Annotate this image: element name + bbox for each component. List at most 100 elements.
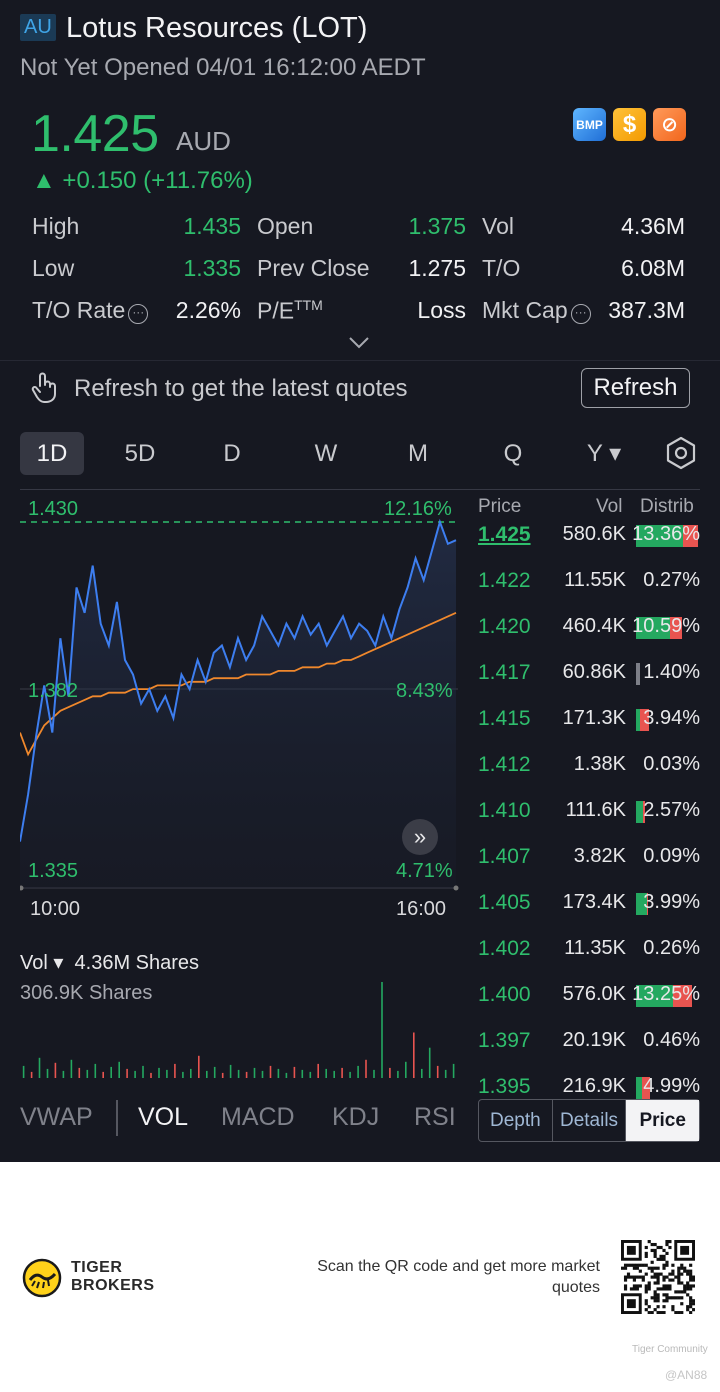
volume-dropdown[interactable]: Vol ▾: [20, 952, 64, 974]
volume-bar: [428, 1047, 431, 1078]
qr-module: [656, 1281, 660, 1285]
more-info-icon[interactable]: ···: [128, 304, 149, 324]
qr-module: [653, 1242, 657, 1247]
volume-bar: [389, 1067, 391, 1078]
tab-details[interactable]: Details: [553, 1100, 627, 1141]
orderbook-row[interactable]: 1.395 216.9K 4.99%: [478, 1073, 700, 1103]
stat-value-turnover: 6.08M: [621, 255, 685, 281]
qr-module: [662, 1266, 666, 1270]
tab-price[interactable]: Price: [626, 1100, 700, 1141]
orderbook-row[interactable]: 1.420 460.4K 10.59%: [478, 613, 700, 643]
orderbook-row[interactable]: 1.400 576.0K 13.25%: [478, 981, 700, 1011]
stat-value-turnover-rate: 2.26%: [175, 297, 241, 323]
qr-module: [689, 1269, 693, 1273]
tab-week[interactable]: W: [314, 439, 338, 467]
volume-bar: [102, 1071, 104, 1078]
orderbook-row[interactable]: 1.417 60.86K 1.40%: [478, 659, 700, 689]
tab-quarter[interactable]: Q: [503, 439, 523, 467]
qr-module: [677, 1311, 681, 1314]
qr-module: [623, 1266, 628, 1270]
volume-header[interactable]: Vol ▾ 4.36M Shares: [20, 950, 199, 975]
qr-code[interactable]: [621, 1240, 695, 1314]
pe-text: P/E: [257, 297, 295, 324]
volume-bar: [452, 1063, 455, 1078]
stat-label-turnover-rate: T/O Rate ···: [32, 297, 149, 324]
volume-bar: [397, 1070, 399, 1078]
orderbook-price: 1.405: [478, 891, 531, 914]
orderbook-row[interactable]: 1.412 1.38K 0.03%: [478, 751, 700, 781]
volume-current: 306.9K Shares: [20, 982, 153, 1004]
price-change: ▲ +0.150 (+11.76%): [32, 167, 253, 194]
qr-module: [647, 1240, 651, 1244]
orderbook-volume: 3.82K: [573, 845, 626, 867]
currency-label: AUD: [176, 126, 231, 156]
qr-module: [653, 1290, 657, 1294]
distrib-bar-neutral: [636, 663, 640, 685]
qr-module: [644, 1245, 648, 1250]
indicator-rsi[interactable]: RSI: [414, 1103, 456, 1131]
tab-5d[interactable]: 5D: [124, 439, 156, 467]
qr-module: [689, 1284, 693, 1288]
stat-label-high: High: [32, 213, 80, 239]
hand-pointer-icon: [31, 372, 56, 403]
tab-1d[interactable]: 1D: [20, 432, 84, 475]
qr-module: [662, 1254, 666, 1258]
orderbook-row[interactable]: 1.405 173.4K 3.99%: [478, 889, 700, 919]
tab-day[interactable]: D: [223, 439, 241, 467]
volume-bar: [229, 1064, 232, 1078]
qr-module: [665, 1287, 669, 1291]
short-badge-icon[interactable]: ⊘: [653, 108, 686, 141]
dollar-badge-icon[interactable]: $: [613, 108, 646, 141]
indicator-kdj[interactable]: KDJ: [332, 1103, 380, 1131]
orderbook-row[interactable]: 1.410 111.6K 2.57%: [478, 797, 700, 827]
orderbook-row[interactable]: 1.425 580.6K 13.36%: [478, 521, 700, 551]
qr-module: [635, 1263, 639, 1267]
stat-label-mkt-cap: Mkt Cap ···: [482, 297, 591, 324]
qr-module: [626, 1272, 631, 1276]
orderbook-pct: 0.03%: [643, 753, 700, 775]
qr-module: [629, 1275, 634, 1279]
qr-module: [629, 1263, 634, 1267]
bmp-badge-icon[interactable]: BMP: [573, 108, 606, 141]
intraday-chart[interactable]: [20, 492, 460, 892]
indicator-vwap[interactable]: VWAP: [20, 1103, 93, 1131]
orderbook-row[interactable]: 1.422 11.55K 0.27%: [478, 567, 700, 597]
orderbook-row[interactable]: 1.402 11.35K 0.26%: [478, 935, 700, 965]
qr-module: [683, 1269, 687, 1273]
qr-module: [644, 1284, 648, 1288]
qr-module: [689, 1272, 693, 1276]
more-info-icon[interactable]: ···: [570, 304, 591, 324]
orderbook-row[interactable]: 1.397 20.19K 0.46%: [478, 1027, 700, 1057]
volume-bar: [86, 1069, 89, 1078]
qr-module: [680, 1302, 684, 1306]
volume-bar: [413, 1032, 415, 1078]
qr-module: [692, 1284, 695, 1288]
orderbook-volume: 216.9K: [562, 1075, 626, 1097]
orderbook-row[interactable]: 1.415 171.3K 3.94%: [478, 705, 700, 735]
volume-bar: [126, 1068, 128, 1078]
price-line: [20, 518, 457, 842]
qr-module: [692, 1302, 695, 1306]
refresh-button[interactable]: Refresh: [581, 368, 690, 408]
orderbook-header-price: Price: [478, 496, 522, 517]
qr-module: [665, 1299, 669, 1303]
qr-module: [683, 1266, 687, 1270]
volume-bar: [309, 1071, 312, 1078]
chart-mid-pct: 8.43%: [396, 680, 453, 702]
qr-module: [635, 1266, 639, 1270]
qr-module: [674, 1296, 678, 1300]
fast-forward-icon[interactable]: »: [402, 819, 438, 855]
distrib-bar-buy: [636, 893, 648, 915]
tab-year[interactable]: Y ▾: [586, 440, 622, 467]
settings-gear-icon[interactable]: [664, 436, 698, 470]
expand-chevron-icon[interactable]: [348, 336, 370, 350]
tab-depth[interactable]: Depth: [479, 1100, 553, 1141]
qr-module: [689, 1305, 693, 1309]
indicator-macd[interactable]: MACD: [221, 1103, 295, 1131]
orderbook-header-vol: Vol: [596, 496, 623, 517]
qr-module: [644, 1290, 648, 1294]
indicator-vol[interactable]: VOL: [138, 1103, 189, 1131]
tab-month[interactable]: M: [408, 439, 428, 467]
orderbook-row[interactable]: 1.407 3.82K 0.09%: [478, 843, 700, 873]
qr-module: [680, 1290, 684, 1294]
